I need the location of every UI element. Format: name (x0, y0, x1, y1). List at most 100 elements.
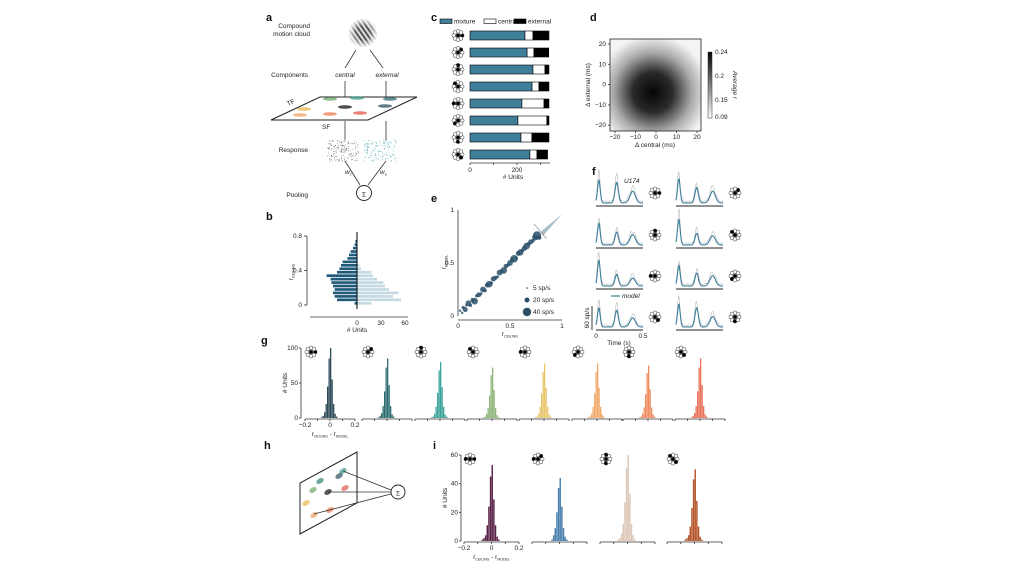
scale-bar-label: 60 sp/s (584, 307, 591, 329)
x-label-minus: - (328, 431, 334, 438)
spike (375, 155, 377, 157)
histogram-bar (601, 414, 603, 418)
spike (381, 150, 383, 152)
connector-line (367, 160, 387, 186)
spike (348, 143, 349, 145)
spike (392, 153, 393, 155)
spike (375, 153, 376, 155)
spike (375, 154, 376, 156)
histogram-bar (645, 394, 647, 418)
spike (367, 144, 368, 146)
spike (347, 157, 348, 159)
spike (352, 154, 353, 156)
spike (392, 154, 394, 156)
spike (355, 155, 356, 156)
stacked-bar-central (520, 132, 533, 143)
stacked-bar-external (544, 64, 550, 75)
spike (364, 145, 366, 146)
spike (376, 156, 377, 158)
spike (373, 148, 375, 149)
spike (345, 149, 347, 151)
spike (365, 145, 367, 147)
center-dot (604, 457, 608, 461)
weight-external-sub: e (385, 172, 388, 177)
spike (342, 141, 344, 142)
spike (374, 150, 376, 152)
histogram-bar (624, 502, 626, 541)
spike (379, 151, 381, 152)
components-label: Components (271, 72, 309, 79)
data-point (479, 292, 483, 296)
histogram-bar (327, 386, 329, 418)
spike (367, 150, 369, 152)
x-tick-label: 200 (512, 167, 523, 174)
spike (341, 160, 343, 162)
spike (384, 147, 385, 149)
spike (383, 141, 385, 143)
spike (329, 141, 331, 143)
stimulus-configuration-icon (648, 269, 662, 283)
spike (333, 151, 335, 152)
weight-external-w: w (380, 169, 386, 176)
y-tick-label: 0.8 (293, 233, 302, 240)
stimulus-configuration-icon (451, 114, 465, 127)
spike (380, 155, 381, 157)
spike (345, 160, 347, 162)
spike (327, 152, 329, 154)
spike (371, 143, 373, 145)
spike (349, 153, 351, 155)
histogram-bar (354, 301, 357, 305)
histogram-bar (541, 393, 543, 418)
x-tick-label: 10 (673, 134, 681, 141)
histogram-bar (357, 270, 372, 274)
spike (364, 149, 365, 151)
spike (390, 141, 392, 143)
panel-label-c: c (431, 12, 437, 24)
stimulus-label-line1: Compound (278, 23, 310, 30)
gabor-blob (353, 111, 367, 115)
histogram-bar (535, 417, 537, 418)
spike (366, 142, 367, 144)
stacked-bar-mixture (469, 98, 523, 109)
y-tick-label: 20 (451, 509, 459, 516)
spike (366, 150, 368, 152)
histogram-bar (632, 535, 634, 541)
histogram-bar (699, 536, 701, 541)
stimulus-configuration-icon (518, 345, 532, 359)
x-tick-label: 0 (355, 320, 359, 327)
data-point (514, 256, 518, 260)
spike (345, 149, 347, 151)
gabor-blobs (293, 96, 397, 117)
spike (388, 141, 390, 143)
panel-label-i: i (433, 440, 436, 452)
spike (371, 159, 373, 161)
histogram-bar (634, 539, 636, 541)
x-tick-label: 60 (401, 320, 409, 327)
spike (342, 146, 344, 148)
legend-label: 5 sp/s (533, 285, 551, 292)
stimulus-label-line2: motion cloud (273, 31, 310, 38)
spike (338, 144, 339, 146)
histogram-bar (617, 539, 620, 541)
spike (364, 150, 365, 152)
histogram-bar (324, 412, 326, 418)
spike (352, 159, 353, 161)
spike (344, 157, 345, 159)
histogram-bar (357, 291, 399, 295)
panel-label-d: d (590, 12, 597, 24)
histogram-bar (334, 295, 357, 298)
histogram-bar (687, 535, 690, 541)
spike (385, 140, 387, 141)
histogram-bar (381, 413, 383, 418)
histogram-bar (493, 390, 495, 418)
histogram-bar (603, 416, 605, 418)
spike (341, 150, 342, 152)
surround-dot (458, 70, 464, 75)
spike (341, 151, 343, 153)
stimulus-configuration-icon (361, 345, 375, 359)
histogram-bar (550, 416, 552, 418)
histogram-bar (619, 538, 621, 541)
model-trace (595, 222, 643, 246)
center-dot (733, 274, 737, 278)
histogram-bar (561, 506, 563, 541)
